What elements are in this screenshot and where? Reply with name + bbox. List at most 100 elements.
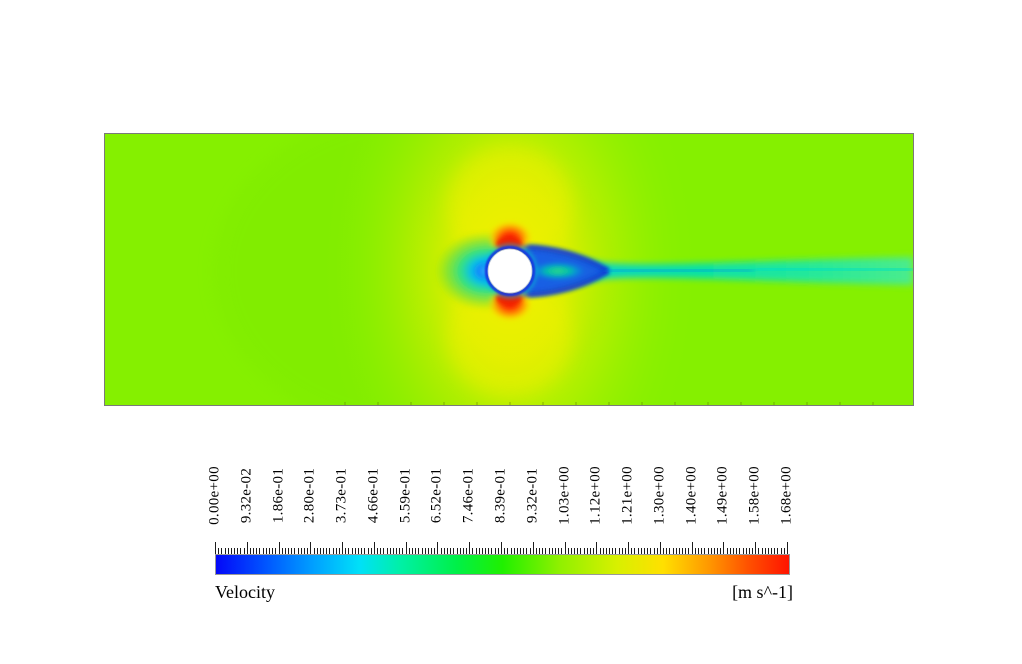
minor-tick: [634, 548, 636, 554]
cylinder: [487, 248, 533, 294]
minor-tick: [475, 548, 477, 554]
minor-tick: [443, 548, 445, 554]
minor-tick: [456, 548, 458, 554]
minor-tick: [453, 548, 455, 554]
minor-tick: [446, 548, 448, 554]
colorbar-ticks: [215, 541, 789, 554]
render-viewport: [104, 133, 914, 406]
minor-tick: [249, 548, 251, 554]
minor-tick: [389, 548, 391, 554]
minor-tick: [412, 548, 414, 554]
colorbar-tick-label: 1.30e+00: [651, 466, 668, 525]
minor-tick: [323, 548, 325, 554]
wake-tail-core: [604, 267, 754, 274]
minor-tick: [761, 548, 763, 554]
minor-tick: [491, 548, 493, 554]
minor-tick: [303, 548, 305, 554]
recirculation-bubble: [530, 261, 586, 281]
minor-tick: [513, 548, 515, 554]
colorbar-tick-label: 1.40e+00: [683, 466, 700, 525]
minor-tick: [783, 548, 785, 554]
major-tick: [501, 542, 502, 554]
minor-tick: [739, 548, 741, 554]
colorbar-tick-label: 1.58e+00: [746, 466, 763, 525]
minor-tick: [510, 548, 512, 554]
minor-tick: [399, 548, 401, 554]
minor-tick: [424, 548, 426, 554]
minor-tick: [640, 548, 642, 554]
minor-tick: [678, 548, 680, 554]
minor-tick: [707, 548, 709, 554]
minor-tick: [526, 548, 528, 554]
minor-tick: [653, 548, 655, 554]
minor-tick: [326, 548, 328, 554]
minor-tick: [466, 548, 468, 554]
minor-tick: [319, 548, 321, 554]
colorbar-units-label: [m s^-1]: [732, 582, 793, 602]
colorbar-tick-labels: 0.00e+00 9.32e-02 1.86e-01 2.80e-01 3.73e-01…: [207, 456, 795, 534]
minor-tick: [291, 548, 293, 554]
minor-tick: [644, 548, 645, 554]
minor-tick: [605, 548, 607, 554]
minor-tick: [281, 548, 283, 554]
minor-tick: [259, 548, 261, 554]
minor-tick: [221, 548, 223, 554]
minor-tick: [351, 548, 353, 554]
minor-tick: [348, 548, 350, 554]
minor-tick: [732, 548, 734, 554]
minor-tick: [542, 548, 544, 554]
colorbar-tick-label: 1.12e+00: [587, 466, 604, 525]
minor-tick: [710, 548, 712, 554]
major-tick: [437, 542, 439, 554]
minor-tick: [269, 548, 271, 554]
minor-tick: [256, 548, 258, 554]
minor-tick: [275, 548, 277, 554]
minor-tick: [300, 548, 302, 554]
minor-tick: [577, 548, 579, 554]
minor-tick: [462, 548, 464, 554]
minor-tick: [224, 548, 226, 554]
major-tick: [628, 542, 630, 554]
minor-tick: [551, 548, 553, 554]
minor-tick: [612, 548, 614, 554]
minor-tick: [234, 548, 236, 554]
minor-tick: [586, 548, 588, 554]
colorbar-tick-label: 9.32e-02: [238, 467, 255, 524]
minor-tick: [431, 548, 433, 554]
colorbar-tick-label: 4.66e-01: [365, 467, 382, 524]
minor-tick: [545, 548, 547, 554]
minor-tick: [558, 548, 560, 554]
minor-tick: [685, 548, 687, 554]
minor-tick: [555, 548, 557, 554]
minor-tick: [227, 548, 229, 554]
minor-tick: [780, 548, 782, 554]
minor-tick: [589, 548, 591, 554]
minor-tick: [666, 548, 668, 554]
far-wake-core: [754, 264, 913, 275]
minor-tick: [650, 548, 652, 554]
major-tick: [405, 542, 407, 554]
minor-tick: [507, 548, 509, 554]
major-tick: [596, 542, 598, 554]
minor-tick: [450, 548, 452, 554]
minor-tick: [520, 548, 522, 554]
minor-tick: [332, 548, 334, 554]
minor-tick: [364, 548, 366, 554]
minor-tick: [485, 548, 487, 554]
flow-field-svg: [105, 134, 913, 405]
minor-tick: [535, 548, 537, 554]
minor-tick: [459, 548, 461, 554]
major-tick: [691, 542, 693, 554]
major-tick: [215, 542, 216, 554]
minor-tick: [265, 548, 267, 554]
minor-tick: [418, 548, 420, 554]
minor-tick: [383, 548, 385, 554]
minor-tick: [777, 548, 779, 554]
minor-tick: [688, 548, 690, 554]
minor-tick: [615, 548, 617, 554]
minor-tick: [284, 548, 286, 554]
minor-tick: [358, 548, 359, 554]
minor-tick: [481, 548, 483, 554]
minor-tick: [694, 548, 696, 554]
minor-tick: [720, 548, 722, 554]
